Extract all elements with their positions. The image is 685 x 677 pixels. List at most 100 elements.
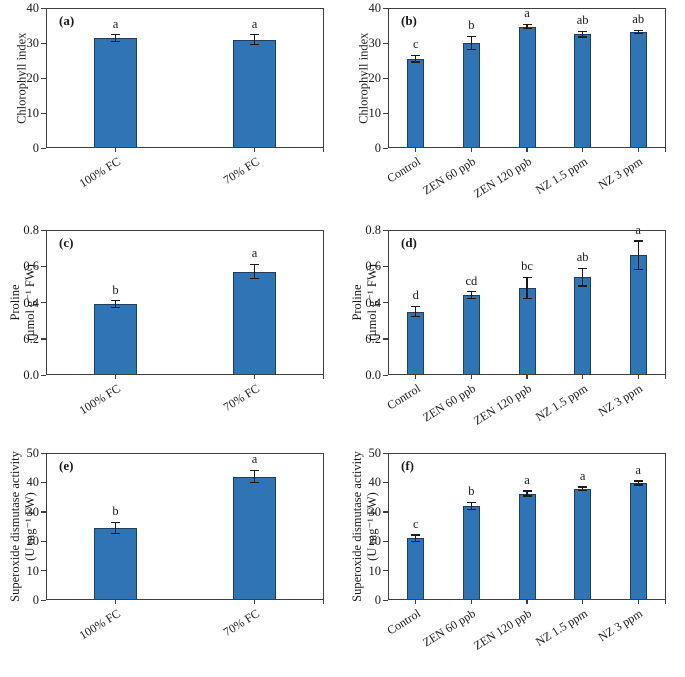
panel-letter: (f) [401, 458, 414, 473]
error-bar-cap-top [578, 486, 588, 488]
y-axis-tick [41, 374, 46, 376]
y-axis-tick [41, 77, 46, 79]
error-bar-cap-top [250, 34, 259, 36]
y-axis-tick [41, 599, 46, 601]
y-tick-label: 40 [26, 475, 40, 490]
error-bar-cap-bottom [578, 285, 588, 287]
y-tick-label: 40 [368, 475, 382, 490]
bar [94, 527, 137, 600]
error-bar [253, 264, 256, 279]
x-axis-tick [637, 375, 639, 379]
error-bar-cap-top [411, 305, 421, 307]
error-bar [470, 291, 473, 299]
category-label: ZEN 60 ppb [420, 606, 479, 650]
y-tick-label: 40 [368, 1, 382, 15]
error-bar-cap-top [522, 23, 532, 25]
significance-letter: b [112, 282, 119, 297]
y-axis-label-line: (U mg⁻¹ FW) [364, 492, 379, 561]
y-axis-tick [383, 147, 388, 149]
error-bar-cap-top [578, 267, 588, 269]
plot-frame [46, 453, 324, 600]
y-tick-label: 10 [26, 106, 40, 120]
error-bar-cap-bottom [111, 40, 120, 43]
y-tick-label: 0.0 [23, 368, 39, 382]
significance-letter: a [524, 472, 530, 487]
x-axis-tick [253, 600, 256, 604]
error-bar [637, 30, 639, 34]
bar [233, 271, 276, 375]
error-bar-cap-top [411, 54, 421, 57]
y-axis-tick [383, 338, 388, 340]
significance-letter: b [112, 504, 119, 519]
error-bar-cap-bottom [411, 540, 421, 543]
y-tick-label: 40 [26, 1, 40, 15]
y-axis-tick [41, 147, 46, 149]
x-axis-tick [581, 600, 584, 604]
panel-letter: (d) [401, 235, 417, 250]
significance-letter: d [412, 288, 419, 303]
error-bar-cap-bottom [250, 482, 259, 484]
significance-letter: a [635, 462, 641, 477]
x-axis-tick [637, 600, 639, 604]
x-axis-tick [114, 600, 117, 604]
y-axis-tick [383, 229, 388, 231]
y-axis-tick [383, 540, 388, 542]
y-axis-tick [41, 229, 46, 231]
error-bar [637, 240, 639, 270]
category-label: ZEN 60 ppb [420, 154, 479, 198]
error-bar-cap-bottom [633, 484, 643, 486]
error-bar [415, 55, 417, 63]
significance-letter: c [413, 37, 419, 52]
y-tick-label: 0 [374, 593, 381, 607]
y-axis-tick [41, 112, 46, 114]
y-axis-tick [41, 265, 46, 268]
y-tick-label: 0.8 [365, 223, 381, 237]
significance-letter: c [413, 516, 419, 531]
error-bar-cap-bottom [466, 508, 476, 510]
error-bar-cap-top [578, 30, 588, 33]
error-bar-cap-top [633, 480, 643, 482]
y-axis-tick [383, 511, 388, 513]
x-axis-tick [526, 148, 528, 152]
category-label: 100% FC [76, 606, 123, 643]
x-axis-tick [114, 148, 117, 152]
x-axis-tick [253, 375, 256, 379]
error-bar-cap-bottom [250, 43, 259, 45]
y-tick-label: 50 [368, 446, 382, 460]
y-axis-tick [383, 374, 388, 376]
significance-letter: a [251, 452, 258, 467]
plot-frame [388, 230, 666, 375]
x-axis-end-tick [323, 148, 325, 152]
x-axis-tick [637, 148, 639, 152]
error-bar-cap-bottom [466, 49, 476, 51]
x-axis-tick [581, 148, 584, 152]
chart-panel-e: Superoxide dismutase activity (U mg⁻¹ FW)… [0, 432, 342, 648]
y-axis-tick [383, 452, 388, 454]
error-bar [581, 486, 584, 491]
significance-letter: a [251, 16, 258, 31]
y-axis-label-line: Superoxide dismutase activity [349, 451, 364, 602]
significance-letter: a [112, 16, 119, 31]
significance-letter: b [468, 484, 475, 499]
y-axis-tick [383, 265, 388, 268]
error-bar [526, 24, 528, 29]
category-label: NZ 3 ppm [595, 606, 646, 645]
error-bar [114, 300, 117, 308]
error-bar-cap-bottom [411, 316, 421, 318]
error-bar-cap-top [633, 29, 643, 31]
panel-letter: (c) [59, 235, 74, 250]
category-label: 70% FC [220, 606, 262, 640]
y-axis-label-line: Superoxide dismutase activity [7, 451, 22, 602]
y-axis-tick [383, 599, 388, 601]
significance-letter: bc [521, 259, 533, 274]
error-bar-cap-top [411, 534, 421, 536]
error-bar [581, 31, 584, 38]
y-tick-label: 0.2 [365, 331, 381, 346]
category-label: 100% FC [76, 154, 123, 191]
y-tick-label: 0 [374, 141, 381, 155]
error-bar-cap-bottom [522, 28, 532, 30]
y-axis-tick [383, 302, 388, 304]
error-bar [526, 277, 528, 299]
error-bar-cap-top [250, 263, 259, 266]
y-tick-label: 0 [32, 593, 39, 607]
